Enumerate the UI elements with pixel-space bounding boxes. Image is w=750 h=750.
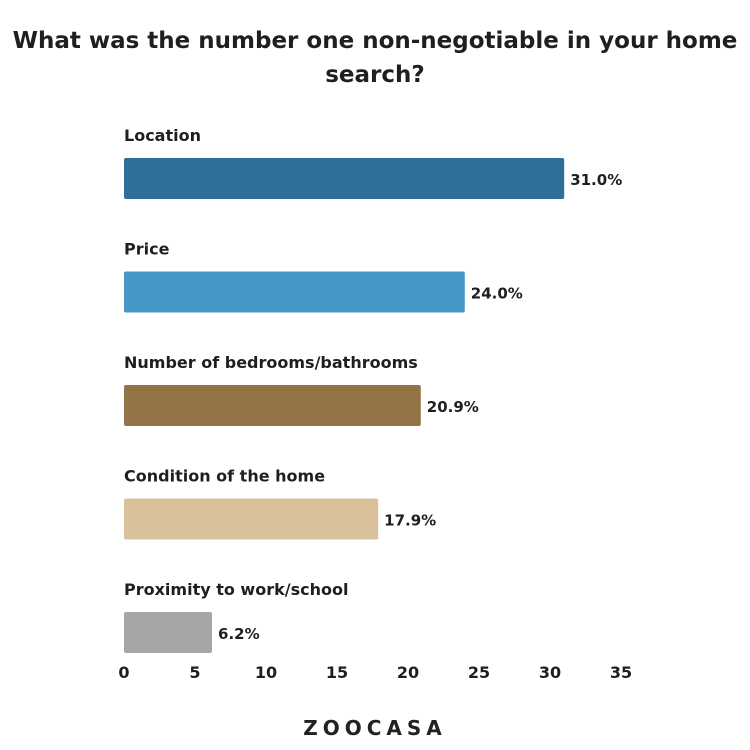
x-tick-label: 10 (255, 663, 277, 682)
data-label: 6.2% (218, 625, 260, 643)
category-label: Price (124, 240, 170, 259)
category-label: Proximity to work/school (124, 580, 348, 599)
x-tick-label: 30 (539, 663, 561, 682)
category-label: Location (124, 126, 201, 145)
bar (124, 385, 421, 426)
category-label: Condition of the home (124, 467, 325, 486)
bar (124, 612, 213, 653)
x-tick-label: 35 (610, 663, 632, 682)
x-tick-label: 0 (118, 663, 129, 682)
data-label: 17.9% (384, 512, 436, 530)
x-tick-label: 25 (468, 663, 490, 682)
data-label: 20.9% (427, 398, 479, 416)
x-tick-label: 20 (397, 663, 419, 682)
chart-title: What was the number one non-negotiable i… (12, 28, 738, 88)
zoocasa-logo: ZOOCASA (303, 716, 447, 740)
bar (124, 158, 565, 199)
x-tick-label: 5 (189, 663, 200, 682)
data-label: 24.0% (471, 285, 523, 303)
x-tick-label: 15 (326, 663, 348, 682)
category-label: Number of bedrooms/bathrooms (124, 353, 418, 372)
data-label: 31.0% (570, 171, 622, 189)
bar (124, 271, 465, 313)
bar (124, 498, 379, 540)
